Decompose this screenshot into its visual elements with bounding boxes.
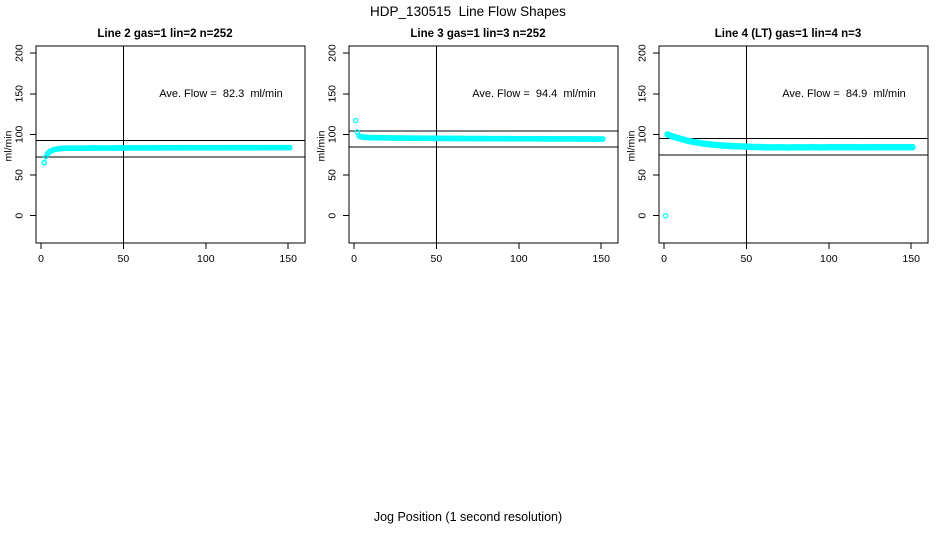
data-point	[662, 212, 669, 219]
y-tick-label: 100	[14, 125, 26, 143]
x-tick-label: 0	[661, 253, 667, 265]
panel-3: Line 4 (LT) gas=1 lin=4 n=3 Ave. Flow = …	[626, 28, 929, 265]
panel-2-plot: 0 50 100 150 200 0 50 100 150	[327, 44, 619, 265]
figure-title: HDP_130515 Line Flow Shapes	[370, 4, 566, 19]
x-tick-label: 100	[820, 253, 838, 265]
x-tick-label: 50	[431, 253, 443, 265]
panel-2-title: Line 3 gas=1 lin=3 n=252	[410, 28, 545, 40]
y-tick-label: 150	[637, 85, 649, 103]
panel-1-y-axis-label: ml/min	[3, 130, 15, 161]
x-tick-label: 0	[38, 253, 44, 265]
y-tick-label: 200	[327, 44, 339, 62]
panel-1: Line 2 gas=1 lin=2 n=252 Ave. Flow = 82.…	[3, 28, 306, 265]
panel-2-ave-flow-annotation: Ave. Flow = 94.4 ml/min	[472, 88, 596, 100]
x-tick-label: 100	[510, 253, 528, 265]
x-tick-label: 50	[118, 253, 130, 265]
data-point	[910, 144, 916, 151]
plot-box	[348, 45, 619, 244]
x-tick-label: 150	[592, 253, 610, 265]
y-tick-label: 0	[637, 213, 649, 219]
y-tick-label: 100	[637, 125, 649, 143]
panel-3-title: Line 4 (LT) gas=1 lin=4 n=3	[715, 28, 861, 40]
x-tick-label: 0	[351, 253, 357, 265]
y-tick-label: 50	[14, 169, 26, 181]
y-tick-label: 0	[14, 213, 26, 219]
x-axis-label: Jog Position (1 second resolution)	[374, 510, 562, 524]
y-tick-label: 50	[637, 169, 649, 181]
x-tick-label: 50	[741, 253, 753, 265]
panel-3-y-axis-label: ml/min	[626, 130, 638, 161]
y-tick-label: 50	[327, 169, 339, 181]
y-tick-label: 200	[14, 44, 26, 62]
plot-box	[658, 45, 929, 244]
y-tick-label: 200	[637, 44, 649, 62]
panel-2: Line 3 gas=1 lin=3 n=252 Ave. Flow = 94.…	[316, 28, 619, 265]
x-tick-label: 150	[279, 253, 297, 265]
panel-3-plot: 0 50 100 150 200 0 50 100 150	[637, 44, 929, 265]
x-tick-label: 100	[197, 253, 215, 265]
panel-1-title: Line 2 gas=1 lin=2 n=252	[97, 28, 232, 40]
panel-1-ave-flow-annotation: Ave. Flow = 82.3 ml/min	[159, 88, 283, 100]
panel-3-ave-flow-annotation: Ave. Flow = 84.9 ml/min	[782, 88, 906, 100]
panel-1-plot: 0 50 100 150 200 0 50 100 150	[14, 44, 306, 265]
y-tick-label: 150	[327, 85, 339, 103]
x-tick-label: 150	[902, 253, 920, 265]
panel-2-y-axis-label: ml/min	[316, 130, 328, 161]
y-tick-label: 150	[14, 85, 26, 103]
plot-box	[35, 45, 306, 244]
data-point	[352, 117, 359, 124]
data-point	[287, 144, 293, 151]
y-tick-label: 100	[327, 125, 339, 143]
data-point	[41, 159, 47, 166]
data-point	[600, 136, 606, 142]
y-tick-label: 0	[327, 213, 339, 219]
